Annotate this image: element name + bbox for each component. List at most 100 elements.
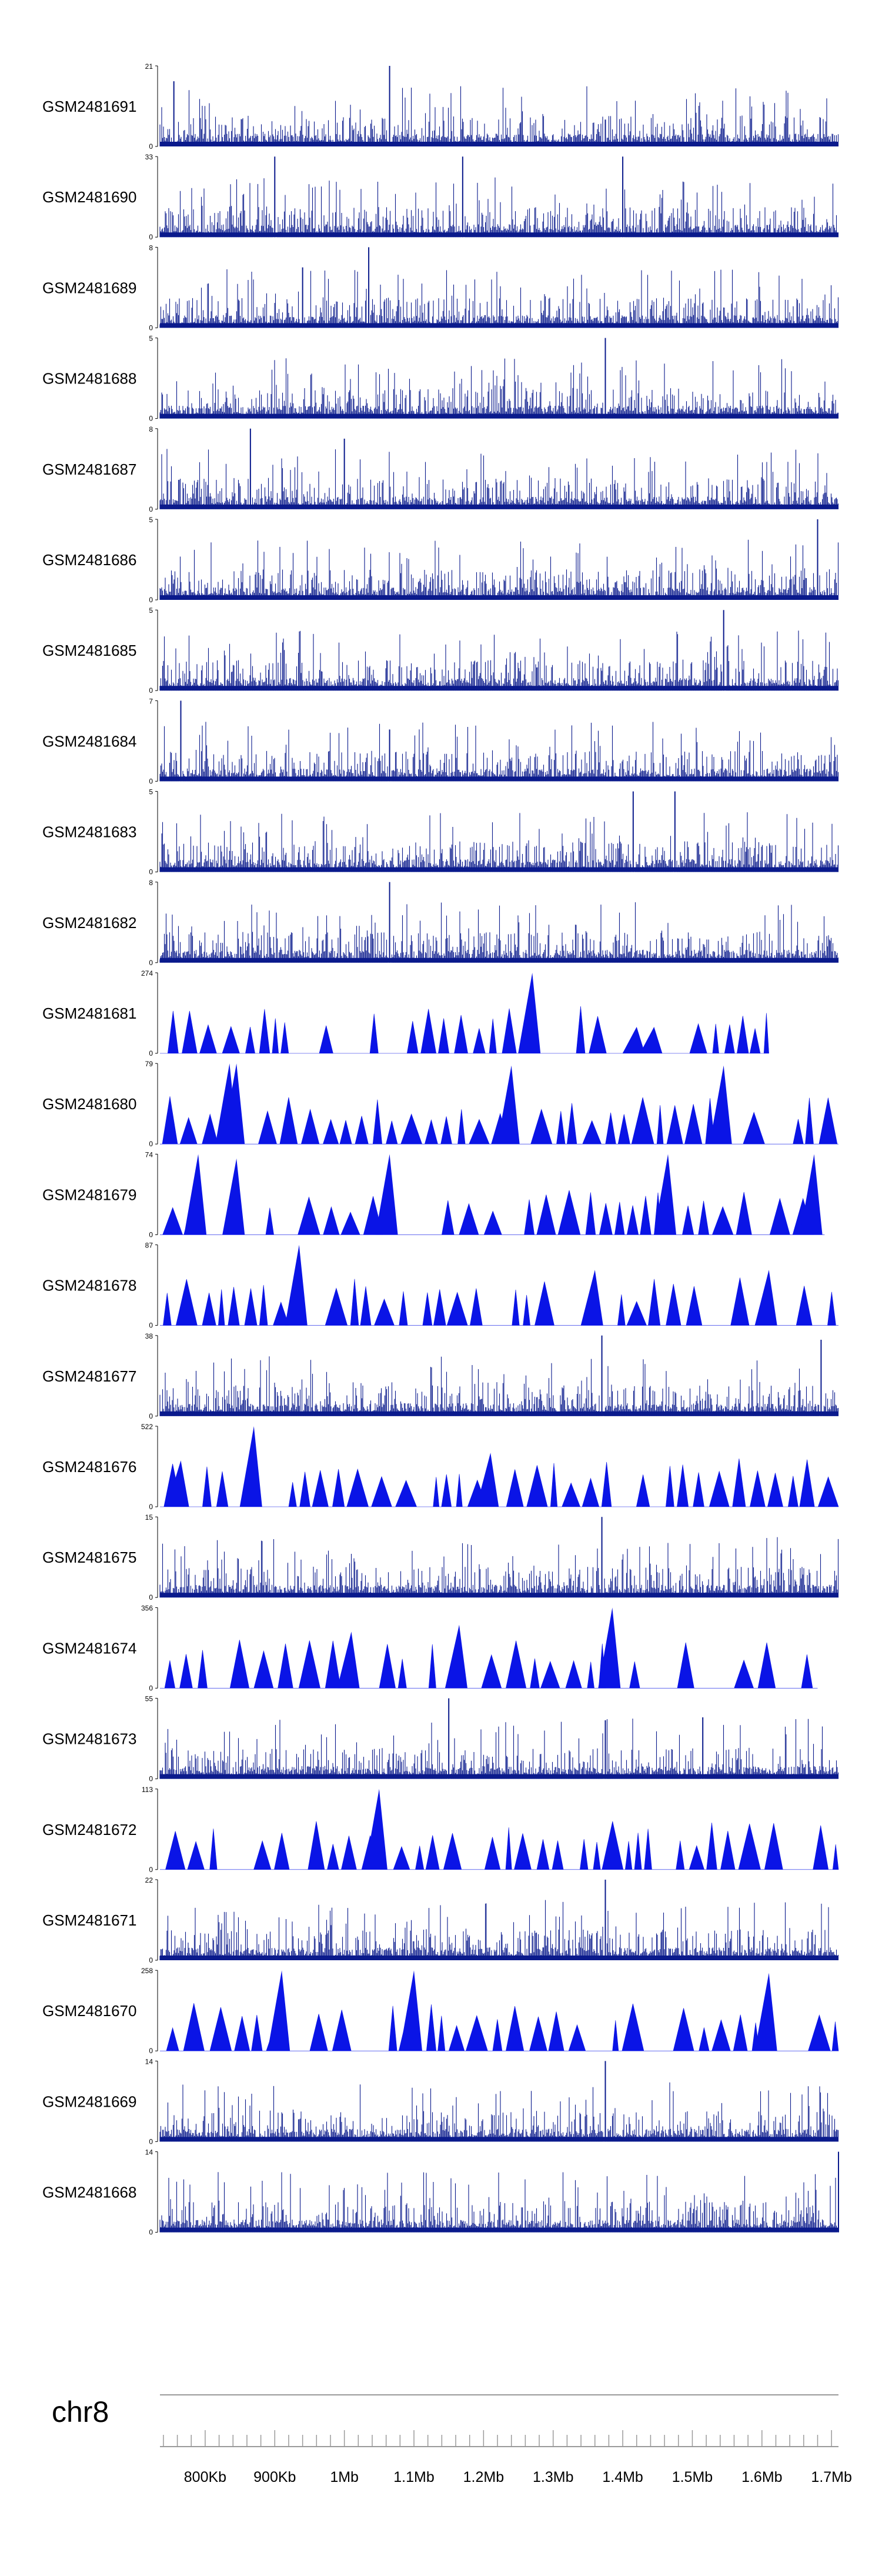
track-label: GSM2481691 bbox=[42, 98, 136, 115]
track-GSM2481688: GSM2481688 5 0 bbox=[42, 335, 839, 423]
peak-2 bbox=[622, 1027, 645, 1053]
track-GSM2481671: GSM2481671 22 0 bbox=[42, 1876, 839, 1964]
y-tick-max-label: 5 bbox=[149, 606, 153, 615]
genome-axis: chr8 800Kb 900Kb 1Mb 1.1Mb 1.2Mb 1.3Mb 1.4Mb 1.… bbox=[52, 2394, 852, 2485]
coverage-signal bbox=[159, 269, 839, 328]
coverage-signal bbox=[160, 1190, 825, 1235]
coverage-baseline bbox=[160, 1593, 838, 1598]
peak-2 bbox=[400, 1970, 423, 2051]
y-tick-min-label: 0 bbox=[149, 868, 153, 876]
peak-1 bbox=[518, 973, 541, 1053]
track-label: GSM2481684 bbox=[42, 732, 136, 750]
y-tick-max-label: 55 bbox=[145, 1695, 153, 1703]
track-label: GSM2481687 bbox=[42, 461, 136, 478]
y-tick-max-label: 7 bbox=[149, 697, 153, 705]
tracks-layer: GSM2481691210GSM2481690330GSM248168980GS… bbox=[42, 62, 839, 2237]
coverage-signal bbox=[159, 449, 839, 509]
coverage-signal bbox=[159, 2172, 837, 2233]
y-tick-max-label: 22 bbox=[145, 1876, 153, 1884]
coverage-baseline bbox=[160, 595, 838, 600]
coverage-signal bbox=[159, 1719, 839, 1779]
peak-1 bbox=[598, 1607, 621, 1689]
x-tick-label: 1Mb bbox=[330, 2469, 359, 2485]
track-label: GSM2481678 bbox=[42, 1277, 136, 1294]
track-GSM2481675: GSM2481675 15 0 bbox=[42, 1513, 839, 1601]
y-tick-min-label: 0 bbox=[149, 777, 153, 785]
track-label: GSM2481673 bbox=[42, 1730, 136, 1748]
track-GSM2481681: GSM2481681 274 0 bbox=[42, 969, 769, 1057]
y-tick-min-label: 0 bbox=[149, 415, 153, 423]
peak-1 bbox=[268, 1970, 290, 2051]
coverage-signal bbox=[159, 902, 839, 963]
track-label: GSM2481688 bbox=[42, 370, 136, 388]
peak-1 bbox=[285, 1244, 308, 1326]
y-tick-max-label: 522 bbox=[141, 1423, 153, 1431]
coverage-signal bbox=[159, 86, 839, 146]
y-tick-min-label: 0 bbox=[149, 686, 153, 695]
track-GSM2481687: GSM2481687 8 0 bbox=[42, 425, 839, 513]
y-tick-min-label: 0 bbox=[149, 1412, 153, 1420]
peak-1 bbox=[365, 1788, 387, 1870]
coverage-baseline bbox=[160, 232, 838, 238]
track-GSM2481691: GSM2481691 21 0 bbox=[42, 62, 839, 151]
y-tick-max-label: 79 bbox=[145, 1060, 153, 1068]
coverage-signal bbox=[160, 1096, 838, 1144]
y-tick-min-label: 0 bbox=[149, 2137, 153, 2145]
track-label: GSM2481671 bbox=[42, 1911, 136, 1929]
track-label: GSM2481676 bbox=[42, 1458, 136, 1476]
coverage-baseline bbox=[160, 413, 838, 419]
peak-5 bbox=[800, 1154, 823, 1235]
track-GSM2481679: GSM2481679 74 0 bbox=[42, 1150, 825, 1239]
track-label: GSM2481681 bbox=[42, 1005, 136, 1022]
y-tick-max-label: 87 bbox=[145, 1242, 153, 1250]
track-label: GSM2481680 bbox=[42, 1095, 136, 1113]
y-tick-max-label: 14 bbox=[145, 2057, 153, 2066]
track-GSM2481689: GSM2481689 8 0 bbox=[42, 243, 839, 332]
coverage-baseline bbox=[160, 686, 838, 691]
y-tick-max-label: 21 bbox=[145, 62, 153, 71]
peak-3 bbox=[754, 1973, 777, 2051]
track-label: GSM2481674 bbox=[42, 1639, 136, 1657]
y-tick-max-label: 33 bbox=[145, 153, 153, 161]
track-label: GSM2481685 bbox=[42, 642, 136, 659]
y-tick-max-label: 5 bbox=[149, 335, 153, 343]
y-tick-max-label: 15 bbox=[145, 1513, 153, 1521]
y-tick-min-label: 0 bbox=[149, 1049, 153, 1057]
track-GSM2481668: GSM2481668 14 0 bbox=[42, 2148, 839, 2237]
peak-4 bbox=[709, 1065, 732, 1144]
coverage-signal bbox=[160, 1458, 839, 1507]
peak-3 bbox=[166, 1460, 189, 1507]
track-GSM2481674: GSM2481674 356 0 bbox=[42, 1604, 818, 1692]
y-tick-min-label: 0 bbox=[149, 233, 153, 241]
x-tick-label: 800Kb bbox=[184, 2469, 226, 2485]
track-label: GSM2481670 bbox=[42, 2002, 136, 2020]
coverage-baseline bbox=[160, 1956, 838, 1960]
coverage-signal bbox=[160, 1640, 818, 1689]
coverage-signal bbox=[159, 1356, 839, 1416]
coverage-baseline bbox=[160, 1411, 838, 1416]
peak-2 bbox=[222, 1063, 245, 1144]
y-tick-max-label: 5 bbox=[149, 788, 153, 796]
y-tick-min-label: 0 bbox=[149, 142, 153, 151]
y-tick-min-label: 0 bbox=[149, 1593, 153, 1601]
coverage-signal bbox=[159, 2082, 839, 2142]
coverage-signal bbox=[159, 358, 839, 419]
peak-3 bbox=[445, 1624, 467, 1689]
track-label: GSM2481679 bbox=[42, 1186, 136, 1203]
track-label: GSM2481686 bbox=[42, 551, 136, 569]
x-tick-label: 1.1Mb bbox=[393, 2469, 434, 2485]
y-tick-min-label: 0 bbox=[149, 2047, 153, 2055]
track-GSM2481669: GSM2481669 14 0 bbox=[42, 2057, 839, 2145]
track-GSM2481677: GSM2481677 38 0 bbox=[42, 1332, 839, 1420]
coverage-baseline bbox=[160, 2137, 838, 2142]
y-tick-min-label: 0 bbox=[149, 1775, 153, 1783]
y-tick-max-label: 38 bbox=[145, 1332, 153, 1340]
coverage-baseline bbox=[160, 504, 838, 509]
track-GSM2481678: GSM2481678 87 0 bbox=[42, 1242, 838, 1330]
track-label: GSM2481682 bbox=[42, 914, 136, 932]
y-tick-max-label: 14 bbox=[145, 2148, 153, 2157]
coverage-baseline bbox=[160, 1774, 838, 1779]
coverage-baseline bbox=[160, 957, 838, 963]
coverage-signal bbox=[160, 1821, 839, 1870]
peak-2 bbox=[580, 1270, 603, 1326]
